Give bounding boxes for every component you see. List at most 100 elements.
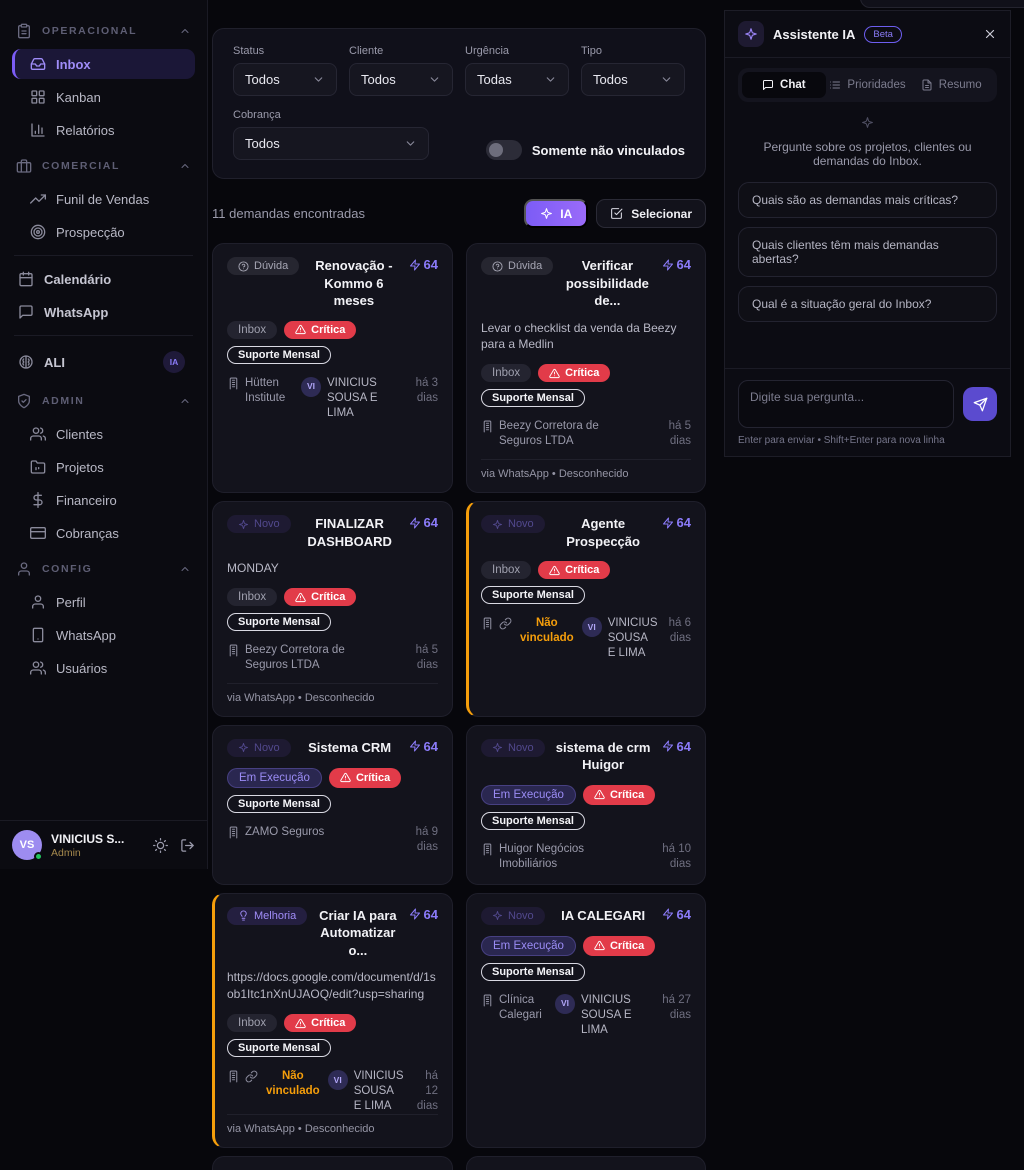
sparkle-decoration: [738, 116, 997, 134]
filter-cliente-value: Todos: [361, 72, 396, 87]
sidebar-item-funil-de-vendas[interactable]: Funil de Vendas: [12, 184, 195, 214]
company: Hütten Institute: [227, 376, 293, 406]
sidebar-item-clientes[interactable]: Clientes: [12, 419, 195, 449]
building-icon: [229, 644, 238, 657]
sidebar-item-projetos[interactable]: Projetos: [12, 452, 195, 482]
assignee: VI VINICIUS SOUSA E LIMA: [327, 1069, 404, 1114]
topbar-search-partial[interactable]: [860, 0, 1024, 8]
filter-tipo-select[interactable]: Todos: [581, 63, 685, 96]
suggestion-button[interactable]: Quais clientes têm mais demandas abertas…: [738, 227, 997, 277]
sidebar-item-label: Kanban: [56, 89, 101, 105]
filter-tipo-value: Todos: [593, 72, 628, 87]
message-icon: [19, 305, 33, 319]
filter-cobranca-value: Todos: [245, 136, 280, 151]
sidebar-item-cobrancas[interactable]: Cobranças: [12, 518, 195, 548]
filter-status-select[interactable]: Todos: [233, 63, 337, 96]
sidebar-divider: [14, 335, 193, 336]
filter-status-label: Status: [233, 45, 265, 57]
assistant-tabs: Chat Prioridades Resumo: [738, 68, 997, 102]
tab-chat[interactable]: Chat: [742, 72, 826, 98]
zap-icon: [662, 908, 673, 920]
trending-up-icon: [30, 194, 46, 204]
suggestion-button[interactable]: Qual é a situação geral do Inbox?: [738, 286, 997, 322]
sidebar-item-prospeccao[interactable]: Prospecção: [12, 217, 195, 247]
select-button-label: Selecionar: [631, 206, 692, 221]
zap-icon: [409, 259, 420, 270]
question-input[interactable]: [738, 380, 954, 428]
tab-resumo[interactable]: Resumo: [909, 72, 993, 98]
send-button[interactable]: [963, 387, 997, 421]
credit-card-icon: [30, 527, 46, 539]
sidebar-item-perfil[interactable]: Perfil: [12, 587, 195, 617]
alert-triangle-icon: [295, 1018, 306, 1028]
ai-score: 64: [662, 515, 691, 530]
filter-cobranca-select[interactable]: Todos: [233, 127, 429, 160]
assistant-panel: Assistente IA Beta Chat Prioridades Resu…: [724, 10, 1011, 457]
link-icon: [245, 1070, 258, 1083]
sidebar-item-usuarios[interactable]: Usuários: [12, 653, 195, 683]
select-button[interactable]: Selecionar: [596, 199, 706, 228]
inbox-icon: [30, 58, 46, 70]
dollar-icon: [33, 492, 43, 508]
filter-cliente-select[interactable]: Todos: [349, 63, 453, 96]
section-config[interactable]: CONFIG: [0, 554, 207, 584]
brain-icon: [19, 355, 33, 369]
demand-card[interactable]: Dúvida Verificar possibilidade de... 64 …: [466, 243, 706, 494]
demand-card[interactable]: Novo FINALIZAR DASHBOARD 64 MONDAY Inbox…: [212, 501, 453, 717]
sidebar-item-inbox[interactable]: Inbox: [12, 49, 195, 79]
target-icon: [30, 224, 46, 240]
demand-card-partial[interactable]: [212, 1155, 453, 1170]
ia-button[interactable]: IA: [524, 199, 589, 228]
logout-icon[interactable]: [180, 838, 195, 853]
filter-urgencia-select[interactable]: Todas: [465, 63, 569, 96]
zap-icon: [409, 740, 420, 752]
unlinked-only-toggle[interactable]: [485, 140, 522, 160]
user-role: Admin: [51, 846, 81, 859]
close-button[interactable]: [983, 27, 997, 41]
card-title: IA CALEGARI: [561, 907, 646, 923]
filter-cliente-label: Cliente: [349, 45, 384, 57]
assignee-avatar: VI: [301, 376, 321, 397]
section-comercial[interactable]: COMERCIAL: [0, 151, 207, 181]
user-footer: VS VINICIUS S... Admin: [0, 820, 207, 869]
type-badge: Melhoria: [227, 906, 308, 925]
user-icon: [31, 595, 44, 609]
check-square-icon: [611, 208, 623, 219]
filter-status-value: Todos: [245, 72, 280, 87]
demand-card-partial[interactable]: [466, 1155, 706, 1170]
theme-sun-icon[interactable]: [153, 837, 168, 853]
card-title: Verificar possibilidade de...: [565, 258, 649, 309]
demand-card[interactable]: Novo sistema de crm Huigor 64 Em Execuçã…: [466, 724, 706, 885]
demand-card-unlinked[interactable]: Melhoria Criar IA para Automatizar o... …: [212, 892, 453, 1148]
sidebar-item-ali[interactable]: ALI IA: [12, 344, 195, 380]
sidebar-item-whatsapp-config[interactable]: WhatsApp: [12, 620, 195, 650]
shield-check-icon: [18, 393, 30, 409]
section-operacional[interactable]: OPERACIONAL: [0, 16, 207, 46]
demand-card-unlinked[interactable]: Novo Agente Prospecção 64 Inbox Crítica …: [466, 501, 706, 717]
tag-badge: Suporte Mensal: [481, 586, 585, 605]
demand-card[interactable]: Dúvida Renovação - Kommo 6 meses 64 Inbo…: [212, 243, 453, 494]
demand-card-grid: Dúvida Renovação - Kommo 6 meses 64 Inbo…: [212, 243, 706, 1170]
filter-urgencia-label: Urgência: [465, 45, 510, 57]
time-ago: há 9 dias: [415, 825, 438, 853]
section-admin[interactable]: ADMIN: [0, 386, 207, 416]
sidebar-item-kanban[interactable]: Kanban: [12, 82, 195, 112]
tab-prioridades[interactable]: Prioridades: [826, 72, 910, 98]
sidebar-item-relatorios[interactable]: Relatórios: [12, 115, 195, 145]
ia-button-label: IA: [560, 206, 573, 221]
demand-card[interactable]: Novo IA CALEGARI 64 Em Execução Crítica …: [466, 892, 706, 1148]
sidebar-item-financeiro[interactable]: Financeiro: [12, 485, 195, 515]
bar-chart-icon: [31, 123, 45, 137]
building-icon: [483, 617, 492, 630]
suggestion-button[interactable]: Quais são as demandas mais críticas?: [738, 182, 997, 218]
sidebar-item-whatsapp[interactable]: WhatsApp: [12, 297, 195, 327]
ai-score: 64: [662, 257, 691, 272]
card-title: sistema de crm Huigor: [555, 739, 651, 773]
sidebar-item-calendario[interactable]: Calendário: [12, 264, 195, 294]
building-icon: [229, 377, 238, 390]
card-title: Sistema CRM: [308, 739, 392, 755]
demand-card[interactable]: Novo Sistema CRM 64 Em Execução Crítica …: [212, 724, 453, 885]
chevron-down-icon: [430, 77, 439, 82]
chevron-down-icon: [314, 77, 323, 82]
urgency-badge: Crítica: [284, 1014, 357, 1033]
